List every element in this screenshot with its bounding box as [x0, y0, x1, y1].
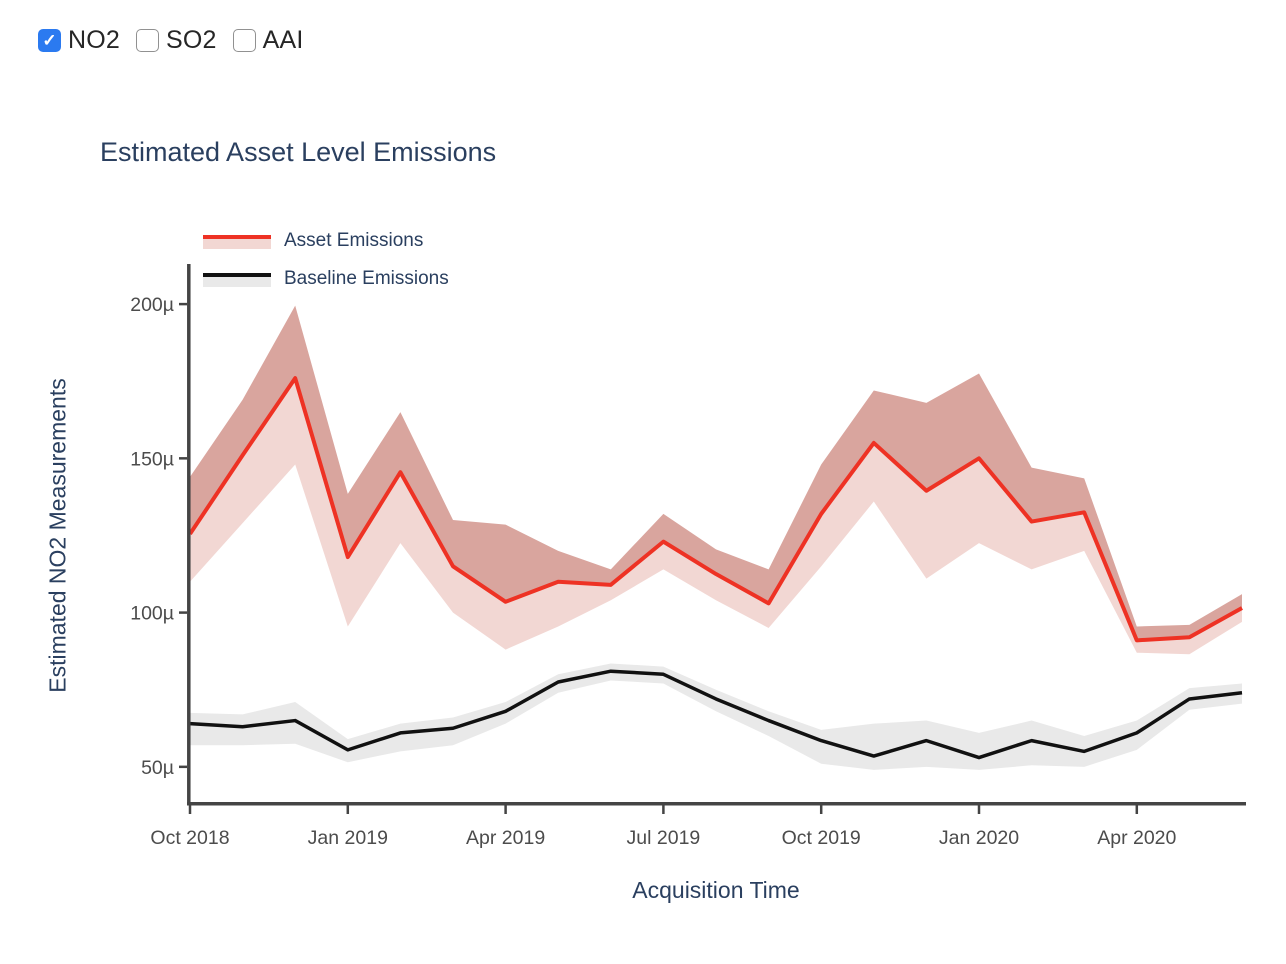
x-tick-label: Apr 2020 [1097, 827, 1176, 849]
baseline-emissions-band [190, 663, 1242, 770]
y-axis-title: Estimated NO2 Measurements [44, 378, 71, 693]
asset-emissions-band-upper [190, 305, 1242, 641]
baseline-emissions-legend-swatch [203, 271, 271, 288]
asset-emissions-band-lower [190, 378, 1242, 655]
x-tick-label: Jan 2019 [308, 827, 388, 849]
chart-title: Estimated Asset Level Emissions [100, 137, 497, 167]
option-aai[interactable]: ✓ AAI [232, 26, 304, 55]
y-tick-label: 50µ [141, 757, 174, 779]
no2-checkbox[interactable]: ✓ [38, 29, 61, 52]
x-axis-title: Acquisition Time [632, 877, 800, 903]
aai-checkbox[interactable]: ✓ [232, 29, 256, 52]
legend-label: Asset Emissions [284, 230, 424, 251]
legend-label: Baseline Emissions [284, 268, 449, 289]
x-tick-label: Jul 2019 [627, 827, 701, 849]
y-tick-label: 200µ [130, 294, 174, 316]
x-tick-label: Oct 2019 [782, 827, 861, 849]
x-tick-label: Oct 2018 [150, 827, 229, 849]
so2-checkbox[interactable]: ✓ [136, 29, 160, 52]
asset-emissions-line[interactable] [188, 376, 1243, 643]
aai-checkbox-label: AAI [262, 26, 304, 54]
legend: Asset Emissions Baseline Emissions [203, 226, 449, 302]
check-icon: ✓ [42, 31, 57, 50]
y-tick-label: 100µ [130, 603, 174, 625]
asset-emissions-legend-swatch [203, 233, 271, 250]
option-no2[interactable]: ✓ NO2 [38, 26, 120, 55]
x-tick-label: Apr 2019 [466, 827, 545, 849]
no2-checkbox-label: NO2 [68, 26, 121, 54]
baseline-emissions-line[interactable] [189, 669, 1243, 760]
so2-checkbox-label: SO2 [166, 26, 217, 54]
option-so2[interactable]: ✓ SO2 [136, 26, 217, 55]
y-tick-label: 150µ [130, 448, 174, 470]
legend-item-asset-emissions[interactable]: Asset Emissions [203, 226, 449, 256]
x-tick-label: Jan 2020 [939, 827, 1019, 849]
pollutant-controls: ✓ NO2 ✓ SO2 ✓ AAI [38, 26, 320, 55]
legend-item-baseline-emissions[interactable]: Baseline Emissions [203, 264, 449, 294]
